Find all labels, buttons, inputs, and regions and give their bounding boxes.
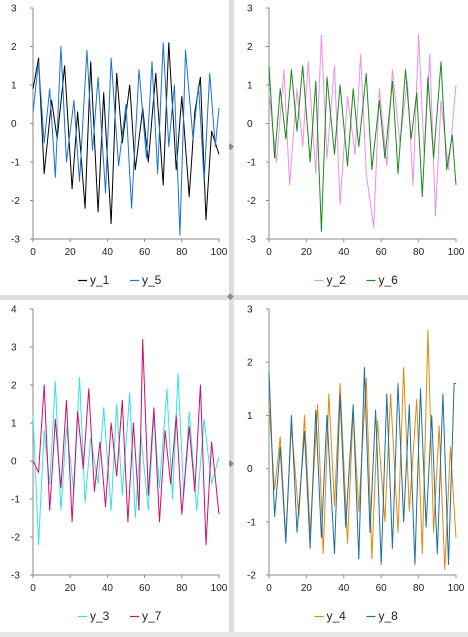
x-tick-label: 40 [102, 583, 114, 594]
legend-label-y_6: y_6 [379, 273, 399, 287]
splitter-grip-icon-top[interactable]: ◆ [227, 142, 234, 152]
y-tick-label: -2 [11, 533, 20, 544]
chart-panel-bottom-right: -2 -1 0 1 2 3 0 20 40 60 80 100 y_4 y_8 [234, 300, 468, 632]
y-tick-label: -3 [11, 235, 20, 246]
x-tick-label: 40 [338, 247, 350, 258]
y-tick-label: -3 [247, 235, 256, 246]
line-chart-bottom-right: -2 -1 0 1 2 3 0 20 40 60 80 100 y_4 y_8 [247, 305, 465, 624]
x-tick-label: 80 [176, 247, 188, 258]
legend-label-y_3: y_3 [90, 609, 110, 623]
x-tick-label: 60 [376, 583, 388, 594]
legend-label-y_7: y_7 [142, 609, 162, 623]
y-tick-label: -1 [247, 158, 256, 169]
y-tick-label: 3 [11, 343, 17, 354]
chart-panel-bottom-left: -3 -2 -1 0 1 2 3 4 0 20 40 60 80 100 y_3 y_7 [0, 300, 229, 632]
x-tick-label: 20 [301, 247, 313, 258]
chart-panel-top-left: -3 -2 -1 0 1 2 3 0 20 40 60 80 100 y_1 y_5 [0, 0, 229, 295]
y-tick-label: 3 [11, 4, 17, 15]
x-tick-label: 20 [65, 247, 77, 258]
x-tick-label: 40 [102, 247, 114, 258]
legend-label-y_5: y_5 [142, 273, 162, 287]
y-tick-label: 3 [247, 4, 253, 15]
y-tick-label: -2 [11, 196, 20, 207]
y-tick-label: 0 [11, 457, 17, 468]
series-line-y_6 [268, 61, 457, 232]
horizontal-splitter[interactable] [0, 295, 468, 300]
splitter-grip-icon-bottom[interactable]: ◆ [227, 459, 234, 469]
y-tick-label: -3 [11, 571, 20, 582]
y-tick-label: -2 [247, 571, 256, 582]
y-tick-label: 2 [247, 42, 253, 53]
chart-panel-top-right: -3 -2 -1 0 1 2 3 0 20 40 60 80 100 y_2 y_6 [234, 0, 468, 295]
series-line-y_8 [268, 367, 456, 565]
legend-label-y_4: y_4 [327, 609, 347, 623]
series-line-y_5 [32, 42, 220, 236]
x-tick-label: 100 [211, 247, 228, 258]
x-tick-label: 0 [266, 247, 272, 258]
x-tick-label: 100 [211, 583, 228, 594]
y-tick-label: 0 [247, 119, 253, 130]
x-tick-label: 80 [413, 583, 425, 594]
x-tick-label: 100 [448, 247, 465, 258]
y-tick-label: 4 [11, 305, 17, 316]
x-tick-label: 0 [30, 583, 36, 594]
y-tick-label: 0 [11, 119, 17, 130]
x-tick-label: 40 [338, 583, 350, 594]
vertical-splitter[interactable] [229, 0, 234, 632]
x-tick-label: 20 [65, 583, 77, 594]
x-tick-label: 60 [376, 247, 388, 258]
series-line-y_4 [268, 329, 457, 571]
y-tick-label: 1 [11, 81, 17, 92]
x-tick-label: 20 [301, 583, 313, 594]
y-tick-label: 2 [11, 42, 17, 53]
y-tick-label: -1 [11, 158, 20, 169]
legend-label-y_2: y_2 [327, 273, 347, 287]
y-tick-label: 0 [247, 464, 253, 475]
x-tick-label: 60 [139, 583, 151, 594]
y-tick-label: 2 [247, 358, 253, 369]
line-chart-top-left: -3 -2 -1 0 1 2 3 0 20 40 60 80 100 y_1 y_5 [11, 4, 228, 288]
x-tick-label: 80 [413, 247, 425, 258]
x-tick-label: 100 [448, 583, 465, 594]
series-line-y_7 [32, 338, 220, 546]
x-tick-label: 0 [266, 583, 272, 594]
legend-label-y_1: y_1 [90, 273, 110, 287]
y-tick-label: 2 [11, 381, 17, 392]
splitter-grip-icon-middle[interactable]: ◆ [227, 292, 234, 302]
y-tick-label: -2 [247, 196, 256, 207]
x-tick-label: 80 [176, 583, 188, 594]
legend-label-y_8: y_8 [379, 609, 399, 623]
y-tick-label: -1 [11, 495, 20, 506]
x-tick-label: 60 [139, 247, 151, 258]
y-tick-label: 3 [247, 305, 253, 316]
series-line-y_3 [32, 373, 220, 546]
y-tick-label: 1 [11, 419, 17, 430]
y-tick-label: 1 [247, 81, 253, 92]
x-tick-label: 0 [30, 247, 36, 258]
y-tick-label: 1 [247, 411, 253, 422]
y-tick-label: -1 [247, 517, 256, 528]
line-chart-top-right: -3 -2 -1 0 1 2 3 0 20 40 60 80 100 y_2 y_6 [247, 4, 465, 288]
series-line-y_1 [32, 42, 220, 225]
